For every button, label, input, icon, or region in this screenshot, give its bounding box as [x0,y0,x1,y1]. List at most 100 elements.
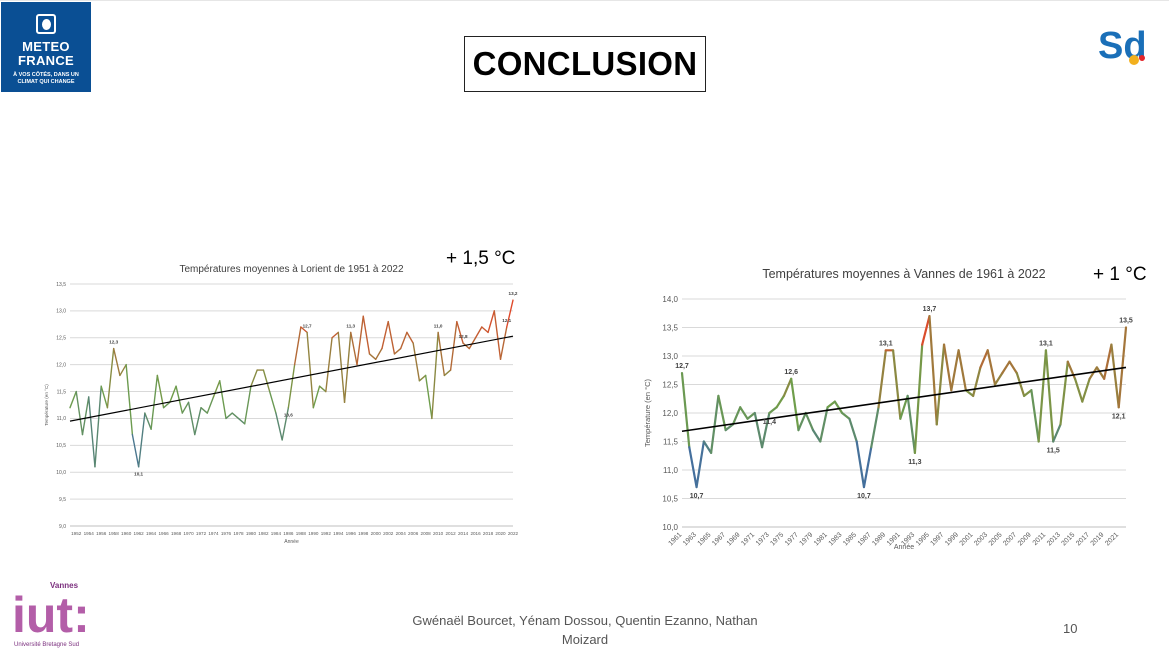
chart1-series-segment [281,406,290,441]
chart1-x-tick-label: 1976 [221,531,232,536]
chart1-x-tick-label: 1994 [333,531,344,536]
chart1-series-segment [306,331,315,409]
chart1-series-segment [231,412,240,420]
chart1-series-segment [206,396,215,414]
chart-vannes-svg: Températures moyennes à Vannes de 1961 à… [643,267,1133,551]
chart1-series-segment [212,380,221,398]
meteo-france-icon [36,14,56,34]
chart2-data-label: 13,5 [1119,318,1133,325]
chart1-x-tick-label: 1990 [308,531,319,536]
chart1-series-segment [81,396,90,436]
chart2-y-axis-title: Température (en °C) [643,378,652,447]
delta-vannes: + 1 °C [1093,264,1147,285]
meteo-france-logo: METEO FRANCE À VOS CÔTÉS, DANS UN CLIMAT… [1,2,91,92]
chart2-data-label: 13,1 [1039,340,1053,347]
chart1-y-tick-label: 13,0 [56,309,66,315]
chart1-x-tick-label: 2006 [408,531,419,536]
chart1-series-segment [169,385,177,404]
chart1-series-segment [293,326,302,366]
chart1-series-segment [181,401,190,414]
chart2-series-segment [1052,423,1062,443]
chart2-x-tick-label: 2011 [1032,531,1048,547]
chart1-title: Températures moyennes à Lorient de 1951 … [179,264,403,275]
meteo-tag2: CLIMAT QUI CHANGE [17,79,75,85]
chart1-data-label: 12,8 [459,334,468,339]
chart2-series-segment [833,400,844,415]
chart2-data-label: 12,1 [1112,413,1126,420]
chart2-x-axis-title: Année [894,544,914,551]
chart2-series-segment [1030,389,1040,443]
top-divider [0,0,1169,1]
chart2-series-segment [841,411,851,420]
chart2-x-tick-label: 2005 [988,531,1004,547]
chart1-series-segment [393,347,402,355]
chart2-y-tick-label: 11,5 [663,437,679,446]
chart2-series-segment [1103,343,1113,380]
delta-lorient: + 1,5 °C [446,248,516,269]
chart2-y-tick-label: 13,5 [662,323,678,332]
chart1-series-segment [337,331,346,404]
chart2-data-label: 13,7 [923,306,937,313]
chart2-series-segment [695,440,705,489]
chart2-x-tick-label: 1971 [740,531,756,547]
chart2-series-segment [870,406,880,449]
chart1-series-segment [219,380,227,420]
chart1-x-tick-label: 2000 [371,531,382,536]
chart2-x-tick-label: 1983 [828,531,844,547]
chart1-x-tick-label: 1954 [84,531,95,536]
chart1-y-axis-title: Température (en °C) [44,384,49,426]
chart1-data-label: 12,1 [502,318,511,323]
chart2-series-segment [928,314,938,426]
chart1-series-segment [443,369,452,377]
chart2-x-tick-label: 1987 [857,531,873,547]
chart1-series-segment [250,369,258,387]
chart1-series-segment [356,315,364,366]
chart2-data-label: 10,7 [690,493,704,500]
chart1-series-segment [75,390,84,436]
chart1-y-tick-label: 11,5 [57,389,67,395]
chart2-series-segment [1059,360,1069,426]
chart1-series-segment [268,390,277,414]
chart2-series-segment [804,411,815,432]
chart1-series-segment [406,331,414,344]
chart1-x-tick-label: 1980 [246,531,257,536]
chart2-data-label: 10,7 [857,493,871,500]
chart1-series-segment [262,369,271,393]
page-number: 10 [1063,621,1078,636]
chart1-x-tick-label: 2004 [396,531,407,536]
chart1-x-tick-label: 2016 [470,531,481,536]
chart2-series-segment [1015,371,1026,397]
chart2-x-tick-label: 1961 [667,531,683,547]
chart1-series-segment [94,385,102,468]
chart2-x-tick-label: 1977 [784,531,800,547]
chart2-series-segment [1008,360,1018,375]
meteo-line1: METEO [22,39,70,54]
chart1-series-segment [418,374,427,382]
chart1-series-segment [244,385,252,425]
chart2-x-tick-label: 1981 [813,531,829,547]
chart2-x-tick-label: 1995 [915,531,931,547]
chart1-series-segment [125,363,134,436]
chart2-x-tick-label: 2009 [1017,531,1033,547]
chart2-x-tick-label: 1969 [726,531,742,547]
chart2-series-segment [877,349,887,409]
chart2-series-segment [819,406,829,443]
chart1-series-segment [381,320,389,350]
chart2-series-segment [942,343,953,392]
chart2-x-tick-label: 1985 [842,531,858,547]
chart2-series-segment [680,371,691,449]
chart2-y-tick-label: 13,0 [662,352,678,361]
chart1-series-segment [449,320,458,371]
chart2-series-segment [993,371,1004,386]
chart2-series-segment [957,349,967,392]
chart1-series-segment [318,385,327,393]
chart1-series-segment [468,337,477,350]
chart1-series-segment [237,417,246,425]
chart1-series-segment [456,320,464,344]
chart1-x-tick-label: 1992 [321,531,332,536]
chart2-series-segment [964,389,975,397]
chart1-series-segment [137,412,146,468]
chart1-y-tick-label: 12,5 [56,336,66,342]
chart2-series-segment [797,411,807,432]
chart2-series-segment [775,394,786,409]
